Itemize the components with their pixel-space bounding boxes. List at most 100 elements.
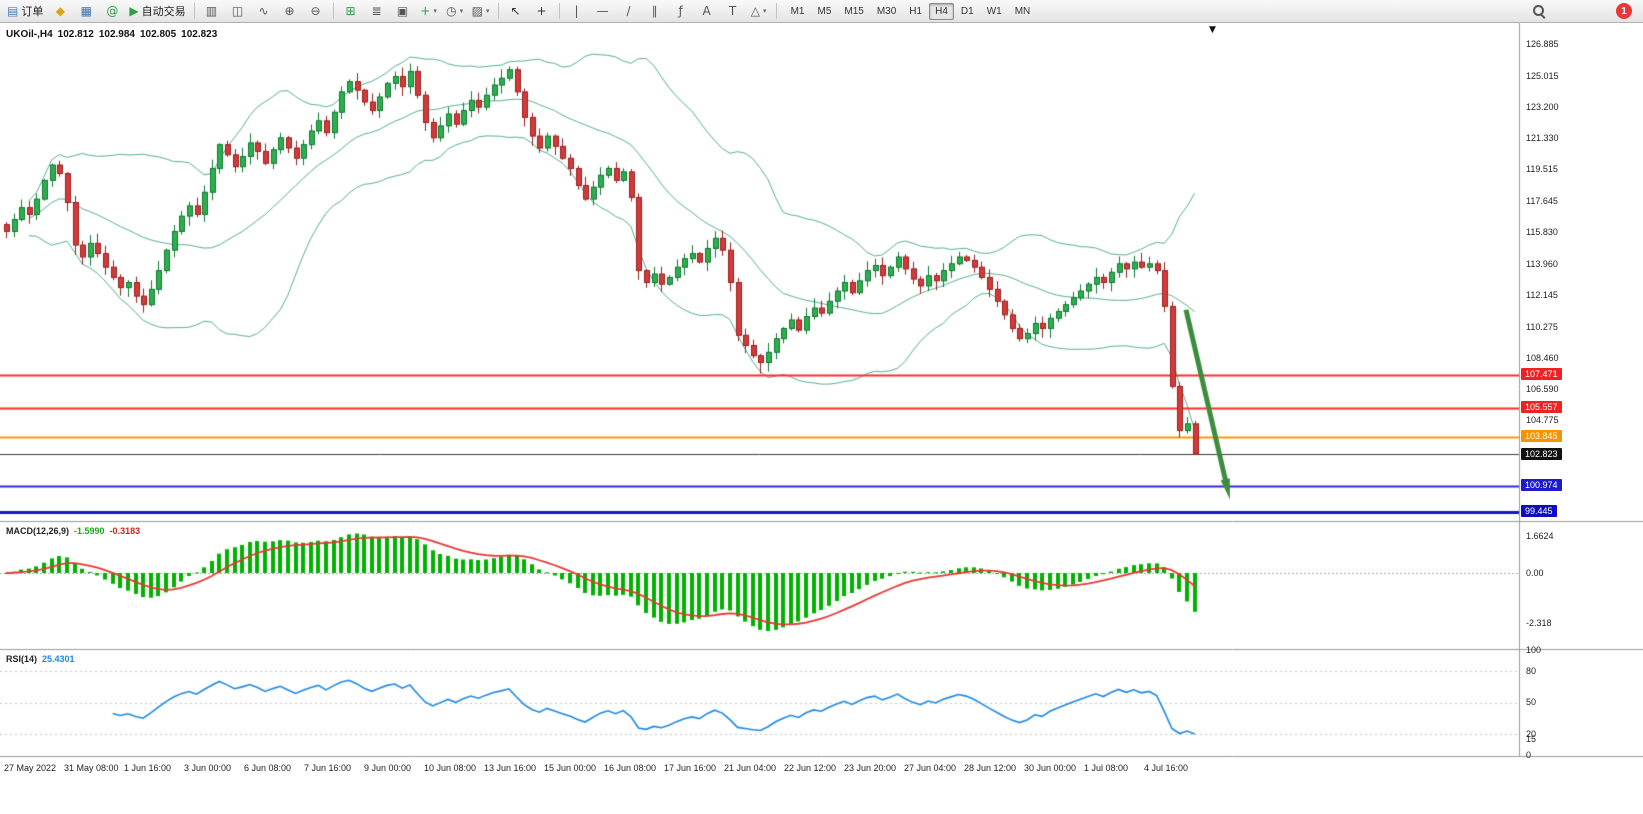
zoom-out-button[interactable]: ⊖: [304, 2, 328, 21]
fibonacci-icon: ƒ: [678, 4, 683, 18]
price-level-badge: 99.445: [1521, 505, 1557, 518]
search-button[interactable]: [1527, 2, 1551, 21]
price-axis-label: 115.830: [1526, 227, 1558, 238]
macd-indicator-label: MACD(12,26,9) -1.5990 -0.3183: [6, 526, 140, 536]
new-order-button[interactable]: ▤ 订单: [4, 2, 46, 21]
toolbar-separator: [497, 3, 499, 19]
timeframe-h1-button[interactable]: H1: [909, 5, 923, 17]
time-axis-label: 28 Jun 12:00: [964, 763, 1017, 773]
text-label-icon: T: [728, 4, 737, 18]
price-axis-label: 104.775: [1526, 415, 1559, 426]
line-chart-button[interactable]: ∿: [252, 2, 276, 21]
horizontal-line-button[interactable]: —: [591, 2, 615, 21]
time-axis-label: 10 Jun 08:00: [424, 763, 477, 773]
price-level-badge: 103.845: [1521, 430, 1562, 443]
search-icon: [1533, 5, 1545, 17]
timeframe-d1-button[interactable]: D1: [960, 5, 974, 17]
rsi-axis-label: 50: [1526, 697, 1537, 707]
vertical-line-button[interactable]: |: [565, 2, 589, 21]
quote-close: 102.823: [181, 29, 218, 40]
time-axis-label: 9 Jun 00:00: [364, 763, 412, 773]
timeframe-group: M1 M5 M15 M30 H1 H4 D1 W1 MN: [785, 2, 1037, 20]
rsi-axis-label: 15: [1526, 733, 1537, 744]
equidistant-channel-icon: ∥: [651, 4, 658, 18]
timeframe-m15-button[interactable]: M15: [844, 5, 864, 17]
candlestick-chart-button[interactable]: ◫: [226, 2, 250, 21]
price-axis-label: 121.330: [1526, 133, 1559, 144]
metaeditor-button[interactable]: @: [100, 2, 124, 21]
notification-badge[interactable]: 1: [1616, 3, 1632, 19]
zoom-out-icon: ⊖: [310, 4, 321, 18]
price-level-badge: 107.471: [1521, 368, 1562, 381]
macd-signal-value: -0.3183: [109, 526, 141, 536]
add-indicator-button[interactable]: + ▾: [417, 2, 441, 21]
periods-caret-icon: ▾: [459, 7, 464, 15]
time-axis-label: 1 Jul 08:00: [1084, 763, 1129, 773]
indicators-list-button[interactable]: ≣: [365, 2, 389, 21]
time-axis-label: 4 Jul 16:00: [1144, 763, 1189, 773]
text-label-button[interactable]: T: [721, 2, 745, 21]
autotrading-button[interactable]: ▶ 自动交易: [126, 2, 188, 21]
macd-axis-label: -2.318: [1526, 618, 1552, 629]
macd-name: MACD(12,26,9): [6, 526, 70, 536]
templates-caret-icon: ▾: [485, 7, 490, 15]
time-axis-label: 13 Jun 16:00: [484, 763, 537, 773]
time-axis-label: 30 Jun 00:00: [1024, 763, 1077, 773]
periods-button[interactable]: ◷ ▾: [443, 2, 467, 21]
time-axis-label: 31 May 08:00: [64, 763, 119, 773]
rsi-axis-label: 0: [1526, 749, 1532, 760]
price-level-badge: 105.557: [1521, 401, 1562, 414]
candlestick-chart-icon: ◫: [231, 4, 244, 18]
toolbar-separator: [193, 3, 195, 19]
tile-windows-button[interactable]: ⊞: [339, 2, 363, 21]
quote-low: 102.805: [139, 29, 177, 40]
symbol-timeframe: UKOil-,H4: [6, 29, 53, 40]
quote-open: 102.812: [57, 29, 94, 40]
time-axis-label: 7 Jun 16:00: [304, 763, 352, 773]
toolbar-separator: [558, 3, 560, 19]
market-watch-icon: ▦: [80, 4, 93, 18]
timeframe-m1-button[interactable]: M1: [790, 5, 805, 17]
chart-canvas[interactable]: [0, 23, 1643, 814]
timeframe-m30-button[interactable]: M30: [876, 5, 897, 17]
toolbar-right-group: 1: [1526, 2, 1632, 21]
fibonacci-button[interactable]: ƒ: [669, 2, 693, 21]
add-indicator-caret-icon: ▾: [433, 7, 437, 15]
trendline-icon: /: [626, 4, 631, 18]
price-level-badge: 102.823: [1521, 447, 1562, 460]
equidistant-channel-button[interactable]: ∥: [643, 2, 667, 21]
market-watch-button[interactable]: ▦: [74, 2, 98, 21]
main-toolbar: ▤ 订单 ◆ ▦ @ ▶ 自动交易 ▥ ◫ ∿ ⊕ ⊖ ⊞ ≣ ▣ + ▾ ◷ ▾ ▨ ▾ ↖ + | — / ∥ ƒ A T △ ▾ M1 M5…: [0, 0, 1643, 23]
price-axis-label: 113.960: [1526, 258, 1558, 269]
chart-end-marker-icon[interactable]: ▼: [1209, 25, 1216, 35]
cursor-button[interactable]: ↖: [504, 2, 528, 21]
bar-chart-button[interactable]: ▥: [200, 2, 224, 21]
price-axis-label: 126.885: [1526, 38, 1559, 49]
price-axis-label: 125.015: [1526, 70, 1559, 81]
autotrading-label: 自动交易: [141, 6, 186, 18]
shapes-icon: △: [750, 4, 760, 18]
shapes-button[interactable]: △ ▾: [747, 2, 771, 21]
timeframe-m5-button[interactable]: M5: [817, 5, 832, 17]
crosshair-button[interactable]: +: [530, 2, 554, 21]
templates-button[interactable]: ▨ ▾: [469, 2, 493, 21]
time-axis-label: 1 Jun 16:00: [124, 763, 172, 773]
zoom-in-button[interactable]: ⊕: [278, 2, 302, 21]
price-axis-label: 117.645: [1526, 196, 1558, 207]
price-axis-label: 123.200: [1526, 101, 1559, 112]
new-order-label: 订单: [21, 6, 44, 18]
timeframe-mn-button[interactable]: MN: [1014, 5, 1031, 17]
cursor-icon: ↖: [510, 4, 521, 18]
text-button[interactable]: A: [695, 2, 719, 21]
timeframe-w1-button[interactable]: W1: [986, 5, 1002, 17]
time-axis-label: 15 Jun 00:00: [544, 763, 597, 773]
objects-list-button[interactable]: ▣: [391, 2, 415, 21]
time-axis-label: 3 Jun 00:00: [184, 763, 232, 773]
timeframe-h4-button[interactable]: H4: [929, 2, 954, 20]
text-icon: A: [702, 4, 711, 18]
tile-windows-icon: ⊞: [345, 4, 356, 18]
time-axis-label: 23 Jun 20:00: [844, 763, 897, 773]
rsi-value: 25.4301: [42, 654, 75, 664]
charts-profile-button[interactable]: ◆: [48, 2, 72, 21]
trendline-button[interactable]: /: [617, 2, 641, 21]
